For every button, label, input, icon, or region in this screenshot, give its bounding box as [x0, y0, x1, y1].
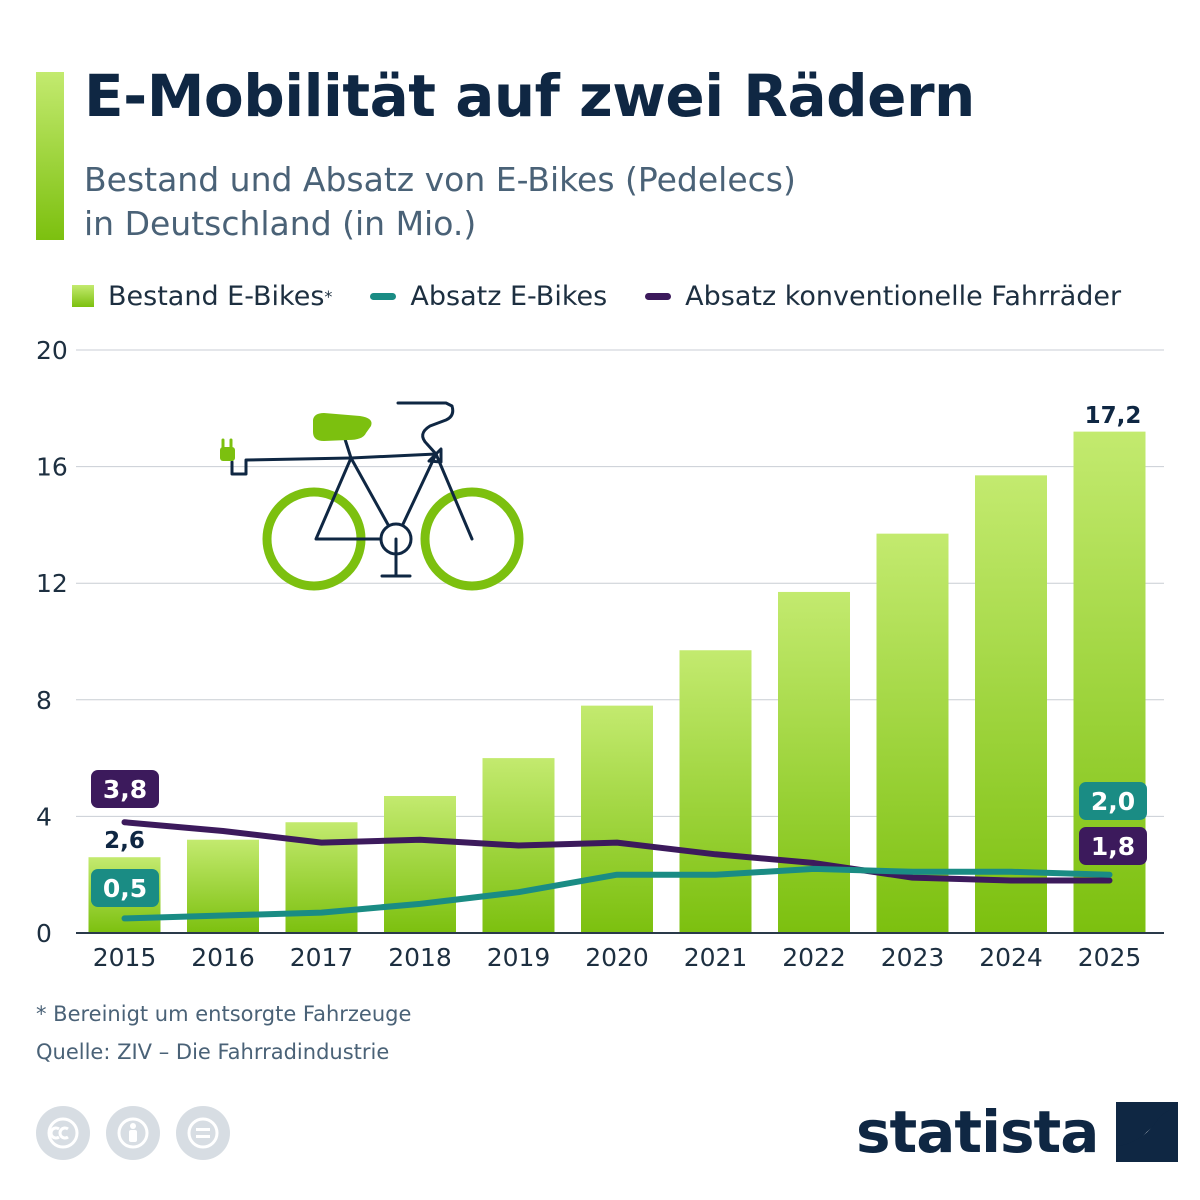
bar [679, 650, 752, 933]
statista-logo[interactable]: statista [856, 1098, 1179, 1166]
chart-area: 2,6 17,2 0,5 2,0 3,8 1,8 0 4 8 12 16 20 2015 2016 201… [36, 336, 1164, 972]
chart-title: E-Mobilität auf zwei Rädern [84, 62, 975, 130]
data-label: 17,2 [1085, 403, 1142, 429]
x-tick-label: 2024 [979, 943, 1043, 972]
y-tick-label: 8 [36, 686, 52, 715]
x-tick-label: 2019 [487, 943, 551, 972]
logo-text: statista [856, 1098, 1099, 1166]
lines [121, 819, 1113, 922]
x-tick-label: 2025 [1078, 943, 1142, 972]
license-icons [36, 1106, 246, 1160]
bar [975, 475, 1047, 933]
subtitle-line-2: in Deutschland (in Mio.) [84, 204, 477, 243]
data-label: 2,0 [1091, 787, 1135, 816]
legend: Bestand E-Bikes * Absatz E-Bikes Absatz k… [72, 278, 1159, 314]
x-tick-label: 2015 [93, 943, 157, 972]
data-label: 0,5 [103, 874, 147, 903]
data-label: 2,6 [104, 828, 145, 854]
series-line [121, 819, 1113, 884]
statista-logo-icon [1116, 1102, 1179, 1162]
chart-subtitle: Bestand und Absatz von E-Bikes (Pedelecs… [84, 158, 984, 246]
x-tick-label: 2023 [881, 943, 945, 972]
bar [778, 591, 850, 933]
data-label-box [91, 770, 159, 808]
subtitle-line-1: Bestand und Absatz von E-Bikes (Pedelecs… [84, 160, 796, 199]
y-tick-label: 20 [36, 336, 68, 365]
legend-item-absatz-konventionell: Absatz konventionelle Fahrräder [645, 281, 1121, 312]
x-tick-label: 2018 [388, 943, 452, 972]
e-bike-icon [220, 401, 524, 591]
data-label: 3,8 [103, 775, 147, 804]
source: Quelle: ZIV – Die Fahrradindustrie [36, 1040, 390, 1064]
y-tick-label: 16 [36, 453, 68, 482]
cc-icon[interactable] [36, 1106, 90, 1160]
bars [88, 431, 1146, 933]
x-tick-label: 2016 [191, 943, 255, 972]
title-accent-bar [36, 72, 64, 240]
data-label-box [1079, 827, 1147, 865]
data-label-box [91, 869, 159, 907]
legend-item-absatz-ebikes: Absatz E-Bikes [370, 281, 607, 312]
axes: 0 4 8 12 16 20 2015 2016 2017 2018 2019 2020 2021 202… [36, 336, 1164, 972]
legend-footnote-marker: * [324, 286, 333, 306]
legend-label-absatz-konventionell: Absatz konventionelle Fahrräder [685, 280, 1122, 312]
footnote: * Bereinigt um entsorgte Fahrzeuge [36, 1002, 412, 1026]
legend-swatch-teal-line [370, 292, 397, 300]
data-label: 1,8 [1091, 832, 1135, 861]
x-tick-label: 2017 [290, 943, 354, 972]
bar [876, 533, 949, 933]
no-derivatives-icon[interactable] [176, 1106, 230, 1160]
y-tick-label: 12 [36, 569, 68, 598]
legend-swatch-bar [72, 285, 94, 307]
data-label-box [1079, 782, 1147, 820]
bar [581, 705, 653, 933]
bar [384, 795, 456, 933]
data-labels: 2,6 17,2 0,5 2,0 3,8 1,8 [91, 403, 1147, 907]
x-tick-label: 2022 [782, 943, 846, 972]
legend-label-bestand: Bestand E-Bikes [108, 280, 325, 312]
legend-item-bestand: Bestand E-Bikes * [72, 281, 332, 312]
legend-swatch-purple-line [645, 292, 672, 300]
x-tick-label: 2021 [684, 943, 748, 972]
legend-label-absatz-ebikes: Absatz E-Bikes [410, 280, 608, 312]
y-tick-label: 0 [36, 919, 52, 948]
y-tick-label: 4 [36, 802, 52, 831]
series-line [121, 865, 1113, 922]
attribution-icon[interactable] [106, 1106, 160, 1160]
x-tick-label: 2020 [585, 943, 649, 972]
